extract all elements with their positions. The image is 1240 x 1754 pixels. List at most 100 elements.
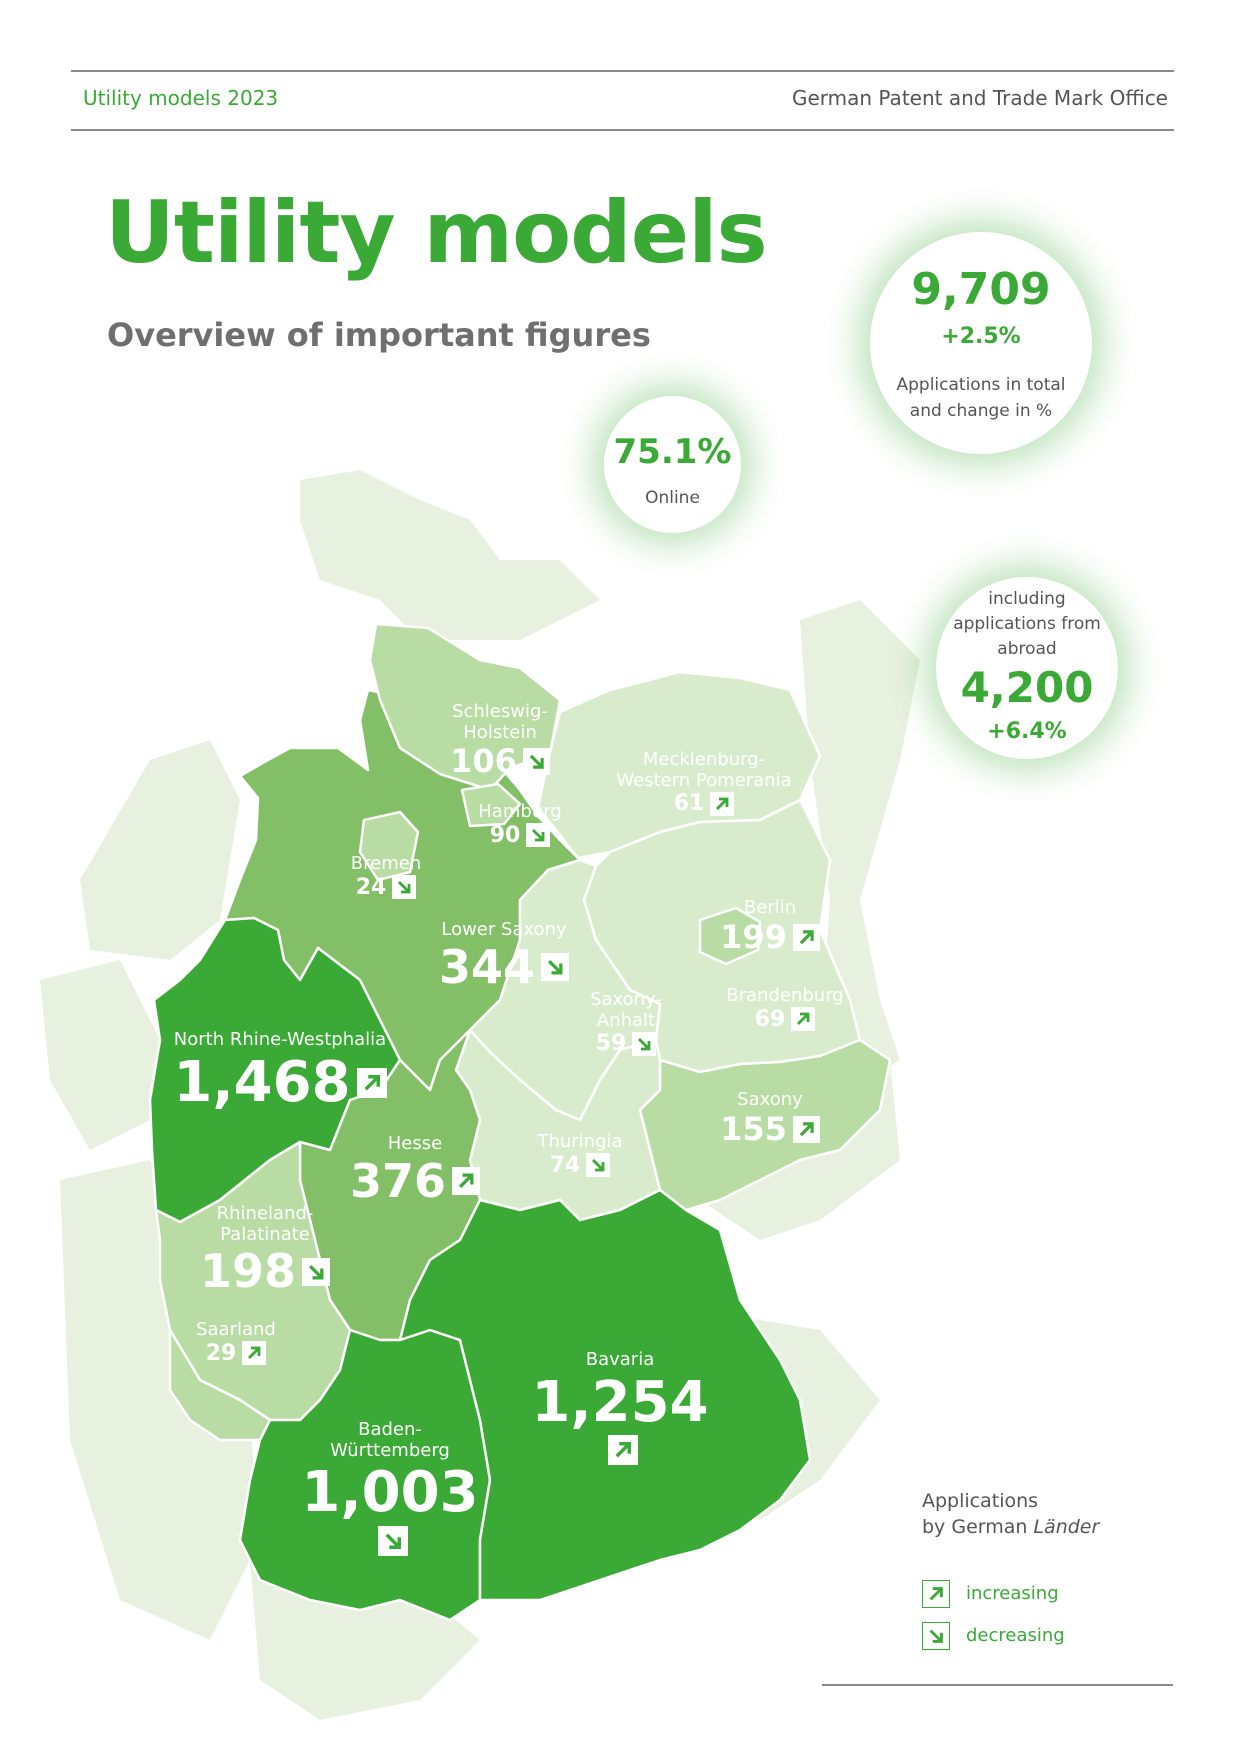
- abroad-label-line1: including: [988, 589, 1065, 609]
- decreasing-arrow-icon: [378, 1526, 408, 1556]
- state-name: Bavaria: [520, 1350, 720, 1371]
- footer-rule: [822, 1684, 1173, 1686]
- state-name: Lower Saxony: [394, 920, 614, 941]
- state-value: 376: [350, 1155, 446, 1208]
- state-name-line1: Baden-: [358, 1419, 422, 1440]
- increasing-arrow-icon: [793, 1116, 820, 1143]
- neighbor-netherlands: [80, 740, 240, 960]
- label-nrw: North Rhine-Westphalia 1,468: [150, 1030, 410, 1115]
- state-value: 155: [720, 1111, 787, 1148]
- state-value: 24: [356, 875, 387, 900]
- state-name: Saxony-Anhalt: [546, 990, 706, 1031]
- decreasing-arrow-icon: [586, 1153, 610, 1177]
- legend-title-line2-prefix: by German: [922, 1516, 1033, 1538]
- state-name: Mecklenburg-Western Pomerania: [574, 750, 834, 791]
- legend-increasing: increasing: [922, 1580, 1059, 1608]
- state-name-line2: Holstein: [463, 722, 536, 743]
- label-mecklenburg: Mecklenburg-Western Pomerania 61: [574, 750, 834, 817]
- increasing-arrow-icon: [357, 1068, 387, 1098]
- legend-title: Applications by German Länder: [922, 1488, 1099, 1540]
- label-brandenburg: Brandenburg 69: [700, 986, 870, 1032]
- abroad-label-line2: applications from: [953, 614, 1101, 634]
- decreasing-arrow-icon: [922, 1622, 950, 1650]
- total-applications-label: Applications in total and change in %: [870, 372, 1092, 424]
- state-name-line1: Rhineland-: [217, 1203, 314, 1224]
- state-name-line2: Western Pomerania: [616, 770, 791, 791]
- abroad-applications-change: +6.4%: [936, 719, 1118, 744]
- label-bremen: Bremen 24: [316, 854, 456, 900]
- abroad-applications-label: including applications from abroad: [936, 587, 1118, 662]
- neighbor-denmark: [300, 470, 600, 640]
- total-applications-value: 9,709: [870, 264, 1092, 315]
- state-name: Saxony: [690, 1090, 850, 1111]
- state-name-line1: Mecklenburg-: [643, 749, 765, 770]
- increasing-arrow-icon: [710, 792, 734, 816]
- increasing-arrow-icon: [608, 1435, 638, 1465]
- state-name: Thuringia: [500, 1132, 660, 1153]
- decreasing-arrow-icon: [526, 823, 550, 847]
- increasing-arrow-icon: [452, 1167, 480, 1195]
- state-value: 29: [206, 1341, 237, 1366]
- abroad-applications-bubble: including applications from abroad 4,200…: [936, 577, 1118, 759]
- state-name: Rhineland-Palatinate: [180, 1204, 350, 1245]
- legend-title-line1: Applications: [922, 1490, 1038, 1512]
- state-name-line1: Saxony-: [590, 989, 662, 1010]
- total-label-line1: Applications in total: [896, 375, 1065, 395]
- legend-title-line2-italic: Länder: [1033, 1516, 1099, 1538]
- label-saxony-anhalt: Saxony-Anhalt 59: [546, 990, 706, 1057]
- state-value: 59: [596, 1031, 627, 1056]
- decreasing-arrow-icon: [541, 953, 569, 981]
- total-applications-change: +2.5%: [870, 324, 1092, 349]
- label-bavaria: Bavaria 1,254: [520, 1350, 720, 1465]
- label-hesse: Hesse 376: [330, 1134, 500, 1208]
- increasing-arrow-icon: [922, 1580, 950, 1608]
- total-label-line2: and change in %: [910, 401, 1052, 421]
- state-name-line2: Württemberg: [330, 1440, 450, 1461]
- decreasing-arrow-icon: [302, 1258, 330, 1286]
- abroad-applications-value: 4,200: [936, 663, 1118, 712]
- state-name-line1: Schleswig-: [452, 701, 548, 722]
- state-name-line2: Anhalt: [597, 1010, 655, 1031]
- label-saxony: Saxony 155: [690, 1090, 850, 1147]
- state-value: 344: [439, 941, 535, 994]
- state-name: Hesse: [330, 1134, 500, 1155]
- increasing-arrow-icon: [242, 1341, 266, 1365]
- state-name-line2: Palatinate: [220, 1224, 310, 1245]
- state-value: 1,003: [301, 1461, 478, 1525]
- online-share-label: Online: [604, 488, 741, 508]
- legend-increasing-label: increasing: [966, 1583, 1059, 1604]
- state-value: 1,254: [531, 1371, 708, 1435]
- state-name: Saarland: [166, 1320, 306, 1341]
- state-value: 61: [674, 791, 705, 816]
- state-value: 106: [450, 743, 517, 780]
- state-value: 69: [755, 1007, 786, 1032]
- label-rhineland-palatinate: Rhineland-Palatinate 198: [180, 1204, 350, 1298]
- state-value: 1,468: [173, 1051, 350, 1115]
- state-name: Schleswig-Holstein: [400, 702, 600, 743]
- abroad-label-line3: abroad: [997, 639, 1056, 659]
- neighbor-benelux: [40, 960, 160, 1150]
- state-name: Bremen: [316, 854, 456, 875]
- legend-decreasing-label: decreasing: [966, 1625, 1065, 1646]
- label-berlin: Berlin 199: [690, 898, 850, 955]
- label-saarland: Saarland 29: [166, 1320, 306, 1366]
- decreasing-arrow-icon: [632, 1032, 656, 1056]
- state-value: 74: [550, 1153, 581, 1178]
- state-name: Berlin: [690, 898, 850, 919]
- state-name: Baden-Württemberg: [290, 1420, 490, 1461]
- state-value: 199: [720, 919, 787, 956]
- label-thuringia: Thuringia 74: [500, 1132, 660, 1178]
- decreasing-arrow-icon: [392, 875, 416, 899]
- increasing-arrow-icon: [793, 924, 820, 951]
- online-share-bubble: 75.1% Online: [604, 396, 741, 533]
- state-name: Brandenburg: [700, 986, 870, 1007]
- online-share-value: 75.1%: [604, 432, 741, 472]
- total-applications-bubble: 9,709 +2.5% Applications in total and ch…: [870, 232, 1092, 454]
- state-name: North Rhine-Westphalia: [150, 1030, 410, 1051]
- state-value: 90: [490, 823, 521, 848]
- label-baden-wuerttemberg: Baden-Württemberg 1,003: [290, 1420, 490, 1556]
- state-value: 198: [200, 1245, 296, 1298]
- label-schleswig-holstein: Schleswig-Holstein 106: [400, 702, 600, 780]
- decreasing-arrow-icon: [523, 748, 550, 775]
- label-lower-saxony: Lower Saxony 344: [394, 920, 614, 994]
